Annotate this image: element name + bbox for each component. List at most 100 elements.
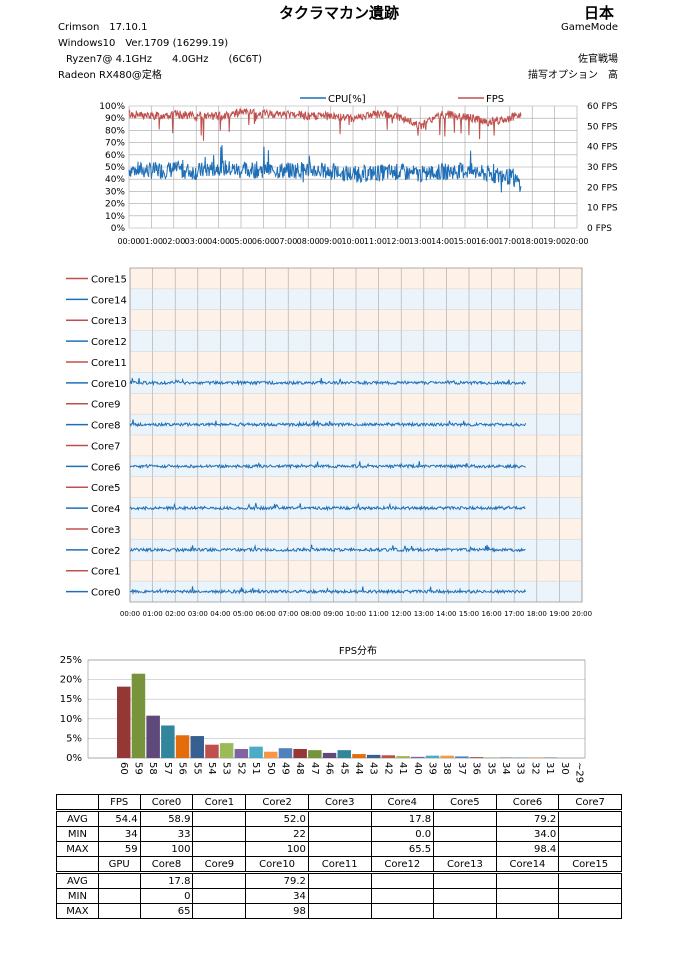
page-title: タクラマカン遺跡 bbox=[278, 4, 399, 22]
fps-category-label: 33 bbox=[515, 762, 526, 775]
fps-category-label: 58 bbox=[147, 762, 158, 775]
table-cell bbox=[433, 809, 497, 827]
core-legend-label: Core3 bbox=[91, 525, 121, 536]
fps-bar bbox=[175, 735, 190, 758]
table-cell bbox=[307, 888, 372, 904]
time-tick-label: 18:00 bbox=[521, 237, 544, 246]
table-cell bbox=[192, 903, 247, 919]
fps-category-label: 59 bbox=[132, 762, 143, 775]
gpu-spec: Radeon RX480@定格 bbox=[58, 70, 162, 81]
fps-category-label: 47 bbox=[309, 762, 320, 775]
fps-category-label: 52 bbox=[235, 762, 246, 775]
fps-category-label: 30 bbox=[559, 762, 570, 775]
per-core-grid bbox=[129, 267, 583, 603]
cpu-tick-label: 40% bbox=[105, 175, 125, 185]
table-header-row: FPS Core0 Core1 Core2 Core3 Core4 Core5 Core6 Co… bbox=[56, 794, 622, 811]
table-cell: 34.0 bbox=[495, 826, 560, 842]
time-tick-label: 04:00 bbox=[207, 237, 230, 246]
os-version: Windows10 Ver.1709 (16299.19) bbox=[58, 38, 229, 49]
core-legend-label: Core2 bbox=[91, 546, 121, 557]
fps-category-label: 36 bbox=[471, 762, 482, 775]
fps-category-label: 39 bbox=[426, 762, 437, 775]
fps-category-label: 56 bbox=[177, 762, 188, 775]
time-tick-label: 20:00 bbox=[572, 610, 592, 618]
fps-category-label: 51 bbox=[250, 762, 261, 775]
table-cell: 79.2 bbox=[245, 871, 309, 889]
fps-category-label: 32 bbox=[529, 762, 540, 775]
table-cell: 100 bbox=[139, 841, 194, 857]
table-cell: Core9 bbox=[192, 856, 247, 873]
plot-border bbox=[87, 659, 586, 759]
fps-category-label: 31 bbox=[544, 762, 555, 775]
fps-bar bbox=[322, 752, 337, 758]
table-header-row: GPU Core8 Core9 Core10 Core11 Core12 Core13 Cor… bbox=[56, 856, 622, 873]
core-legend-label: Core8 bbox=[91, 421, 121, 432]
time-tick-label: 14:00 bbox=[431, 237, 454, 246]
table-cell bbox=[192, 871, 247, 889]
table-cell: 65 bbox=[139, 903, 194, 919]
fps-category-label: 57 bbox=[162, 762, 173, 775]
fps-category-label: 53 bbox=[221, 762, 232, 775]
fps-bar bbox=[396, 756, 410, 758]
table-row: AVG 17.8 79.2 bbox=[56, 871, 622, 889]
time-tick-label: 09:00 bbox=[323, 610, 343, 618]
cpu-fps-chart: 100% 90% 80% 70% 60% 50% 40% 30% 20% 10% 0% 60 FPS… bbox=[99, 94, 618, 246]
table-cell: 0.0 bbox=[370, 826, 435, 842]
game-mode-label: GameMode bbox=[560, 22, 618, 33]
fps-category-label: 48 bbox=[294, 762, 305, 775]
cpu-legend-label: CPU[%] bbox=[328, 94, 366, 105]
time-tick-label: 11:00 bbox=[364, 237, 387, 246]
fps-bar bbox=[469, 757, 484, 758]
time-tick-label: 16:00 bbox=[482, 610, 502, 618]
time-tick-label: 17:00 bbox=[498, 237, 521, 246]
time-tick-label: 14:00 bbox=[436, 610, 456, 618]
table-cell: 17.8 bbox=[139, 871, 194, 889]
table-cell: Core1 bbox=[192, 794, 247, 811]
fps-bar bbox=[278, 748, 293, 758]
table-cell: MAX bbox=[56, 903, 99, 919]
fps-category-label: 37 bbox=[456, 762, 467, 775]
fps-category-label: 34 bbox=[500, 762, 511, 775]
table-row: MIN 0 34 bbox=[56, 888, 622, 904]
fps-tick-label: 50 FPS bbox=[587, 122, 618, 132]
fps-series-line bbox=[128, 107, 522, 141]
time-tick-label: 00:00 bbox=[117, 237, 140, 246]
fps-bar bbox=[146, 715, 160, 758]
fps-category-label: 55 bbox=[191, 762, 202, 775]
fps-dist-tick-label: 15% bbox=[60, 694, 82, 705]
time-tick-label: 02:00 bbox=[162, 237, 185, 246]
core-series-line bbox=[129, 377, 526, 387]
fps-bar bbox=[131, 673, 146, 758]
fps-tick-label: 60 FPS bbox=[587, 102, 618, 112]
fps-bar bbox=[117, 686, 131, 758]
table-cell bbox=[192, 841, 247, 857]
core-legend-label: Core13 bbox=[91, 316, 127, 327]
table-cell bbox=[97, 903, 141, 919]
time-tick-label: 00:00 bbox=[120, 610, 140, 618]
core-series-line bbox=[129, 461, 526, 470]
table-cell bbox=[558, 826, 622, 842]
table-cell bbox=[307, 809, 372, 827]
fps-dist-tick-label: 25% bbox=[60, 655, 82, 666]
table-cell: 59 bbox=[97, 841, 141, 857]
table-cell: Core10 bbox=[245, 856, 309, 873]
core-series-line bbox=[129, 502, 526, 512]
table-cell bbox=[558, 903, 622, 919]
fps-dist-tick-label: 10% bbox=[60, 714, 82, 725]
cpu-fps-series bbox=[128, 107, 522, 193]
fps-bar bbox=[308, 750, 322, 758]
fps-bar bbox=[381, 755, 396, 758]
table-cell bbox=[370, 871, 435, 889]
table-cell bbox=[192, 809, 247, 827]
table-cell bbox=[495, 871, 560, 889]
fps-tick-label: 40 FPS bbox=[587, 143, 618, 153]
table-cell: Core11 bbox=[307, 856, 372, 873]
time-tick-label: 02:00 bbox=[165, 610, 185, 618]
fps-dist-tick-label: 20% bbox=[60, 675, 82, 686]
table-cell: Core0 bbox=[139, 794, 194, 811]
time-tick-label: 08:00 bbox=[301, 610, 321, 618]
table-cell: Core8 bbox=[139, 856, 194, 873]
table-cell bbox=[307, 841, 372, 857]
table-cell: 65.5 bbox=[370, 841, 435, 857]
table-cell: Core14 bbox=[495, 856, 560, 873]
